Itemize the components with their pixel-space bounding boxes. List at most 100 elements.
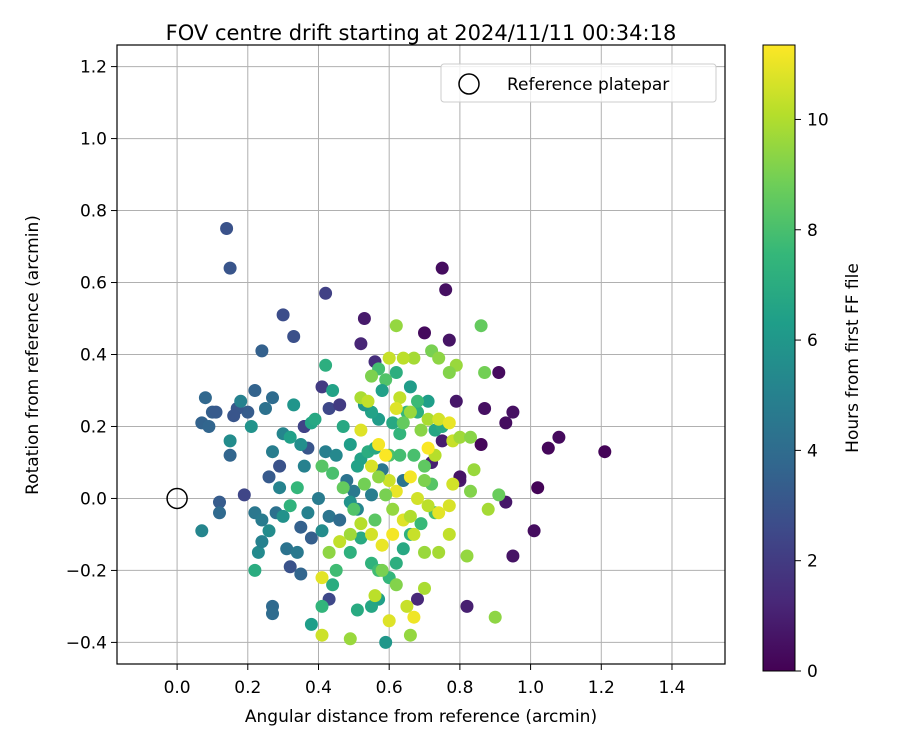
scatter-point: [213, 495, 226, 509]
scatter-point: [294, 438, 308, 451]
scatter-point: [460, 549, 474, 563]
scatter-point: [262, 524, 276, 538]
scatter-point: [375, 563, 389, 577]
scatter-point: [474, 319, 488, 333]
scatter-point: [354, 531, 368, 545]
scatter-point: [552, 430, 566, 444]
scatter-point: [396, 351, 410, 365]
scatter-point: [379, 448, 393, 462]
scatter-point: [297, 459, 311, 473]
scatter-point: [255, 344, 269, 358]
scatter-point: [283, 499, 297, 513]
scatter-point: [333, 513, 347, 527]
scatter-point: [241, 405, 255, 419]
scatter-point: [343, 438, 357, 451]
scatter-point: [315, 571, 329, 585]
scatter-point: [389, 578, 403, 592]
scatter-point: [442, 333, 456, 347]
scatter-point: [411, 394, 424, 408]
scatter-point: [389, 319, 403, 333]
scatter-point: [255, 535, 269, 549]
scatter-point: [319, 358, 333, 372]
scatter-point: [379, 373, 393, 387]
scatter-point: [418, 581, 431, 595]
scatter-point: [326, 466, 340, 480]
scatter-point: [273, 459, 287, 473]
y-tick-label: 0.6: [80, 274, 107, 294]
scatter-point: [350, 603, 364, 617]
scatter-point: [421, 499, 435, 513]
scatter-point: [354, 423, 368, 437]
scatter-point: [262, 470, 276, 484]
scatter-point: [372, 438, 386, 451]
scatter-point: [312, 492, 325, 505]
scatter-point: [407, 527, 421, 541]
scatter-point: [202, 420, 216, 433]
scatter-point: [301, 506, 315, 520]
scatter-point: [382, 614, 396, 628]
legend-box: [440, 63, 717, 103]
scatter-point: [453, 430, 467, 444]
y-axis: −0.4 −0.2 0.0 0.2 0.4 0.6 0.8 1.0 1.2: [66, 58, 117, 653]
y-tick-label: 0.2: [80, 417, 107, 437]
scatter-point: [598, 445, 612, 459]
scatter-point: [304, 531, 318, 545]
scatter-point: [403, 405, 417, 419]
scatter-point: [389, 556, 403, 570]
scatter-point: [329, 448, 343, 462]
scatter-point: [308, 412, 322, 426]
y-tick-label: −0.2: [66, 561, 107, 581]
scatter-point: [414, 423, 428, 437]
colorbar-label: Hours from first FF file: [843, 263, 863, 453]
scatter-point: [400, 599, 414, 613]
scatter-point: [442, 366, 456, 379]
scatter-point: [449, 394, 463, 408]
scatter-point: [432, 545, 446, 559]
scatter-point: [326, 578, 340, 592]
scatter-point: [442, 499, 456, 513]
scatter-point: [304, 617, 318, 631]
scatter-point: [280, 542, 294, 556]
scatter-point: [365, 599, 378, 613]
scatter-point: [403, 628, 417, 642]
scatter-point: [492, 488, 506, 502]
scatter-point: [213, 506, 226, 520]
scatter-point: [283, 560, 297, 574]
scatter-point: [354, 517, 368, 531]
scatter-point: [382, 474, 396, 487]
scatter-point: [389, 366, 403, 379]
scatter-point: [365, 527, 378, 541]
scatter-point: [403, 509, 417, 523]
scatter-point: [531, 481, 545, 495]
scatter-point: [251, 545, 265, 559]
scatter-point: [464, 484, 477, 498]
scatter-point: [266, 445, 279, 459]
scatter-point: [460, 599, 474, 613]
scatter-point: [396, 416, 410, 430]
y-tick-label: 1.0: [80, 130, 107, 150]
scatter-point: [365, 459, 378, 473]
scatter-point: [347, 484, 361, 498]
scatter-point: [266, 391, 279, 405]
x-tick-label: 0.2: [234, 678, 261, 698]
scatter-point: [276, 308, 290, 322]
scatter-point: [435, 434, 449, 448]
x-tick-label: 0.4: [305, 678, 332, 698]
scatter-point: [315, 459, 329, 473]
scatter-point: [276, 509, 290, 523]
scatter-point: [492, 366, 506, 379]
scatter-point: [255, 513, 269, 527]
scatter-point: [488, 610, 502, 624]
scatter-point: [372, 470, 386, 484]
legend: Reference platepar: [440, 63, 717, 103]
scatter-point: [336, 481, 350, 495]
scatter-point: [403, 380, 417, 394]
scatter-point: [343, 632, 357, 646]
x-tick-label: 1.4: [658, 678, 685, 698]
scatter-point: [541, 441, 555, 455]
scatter-point: [223, 448, 237, 462]
scatter-point: [421, 394, 435, 408]
scatter-point: [418, 326, 431, 340]
scatter-point: [411, 492, 424, 505]
